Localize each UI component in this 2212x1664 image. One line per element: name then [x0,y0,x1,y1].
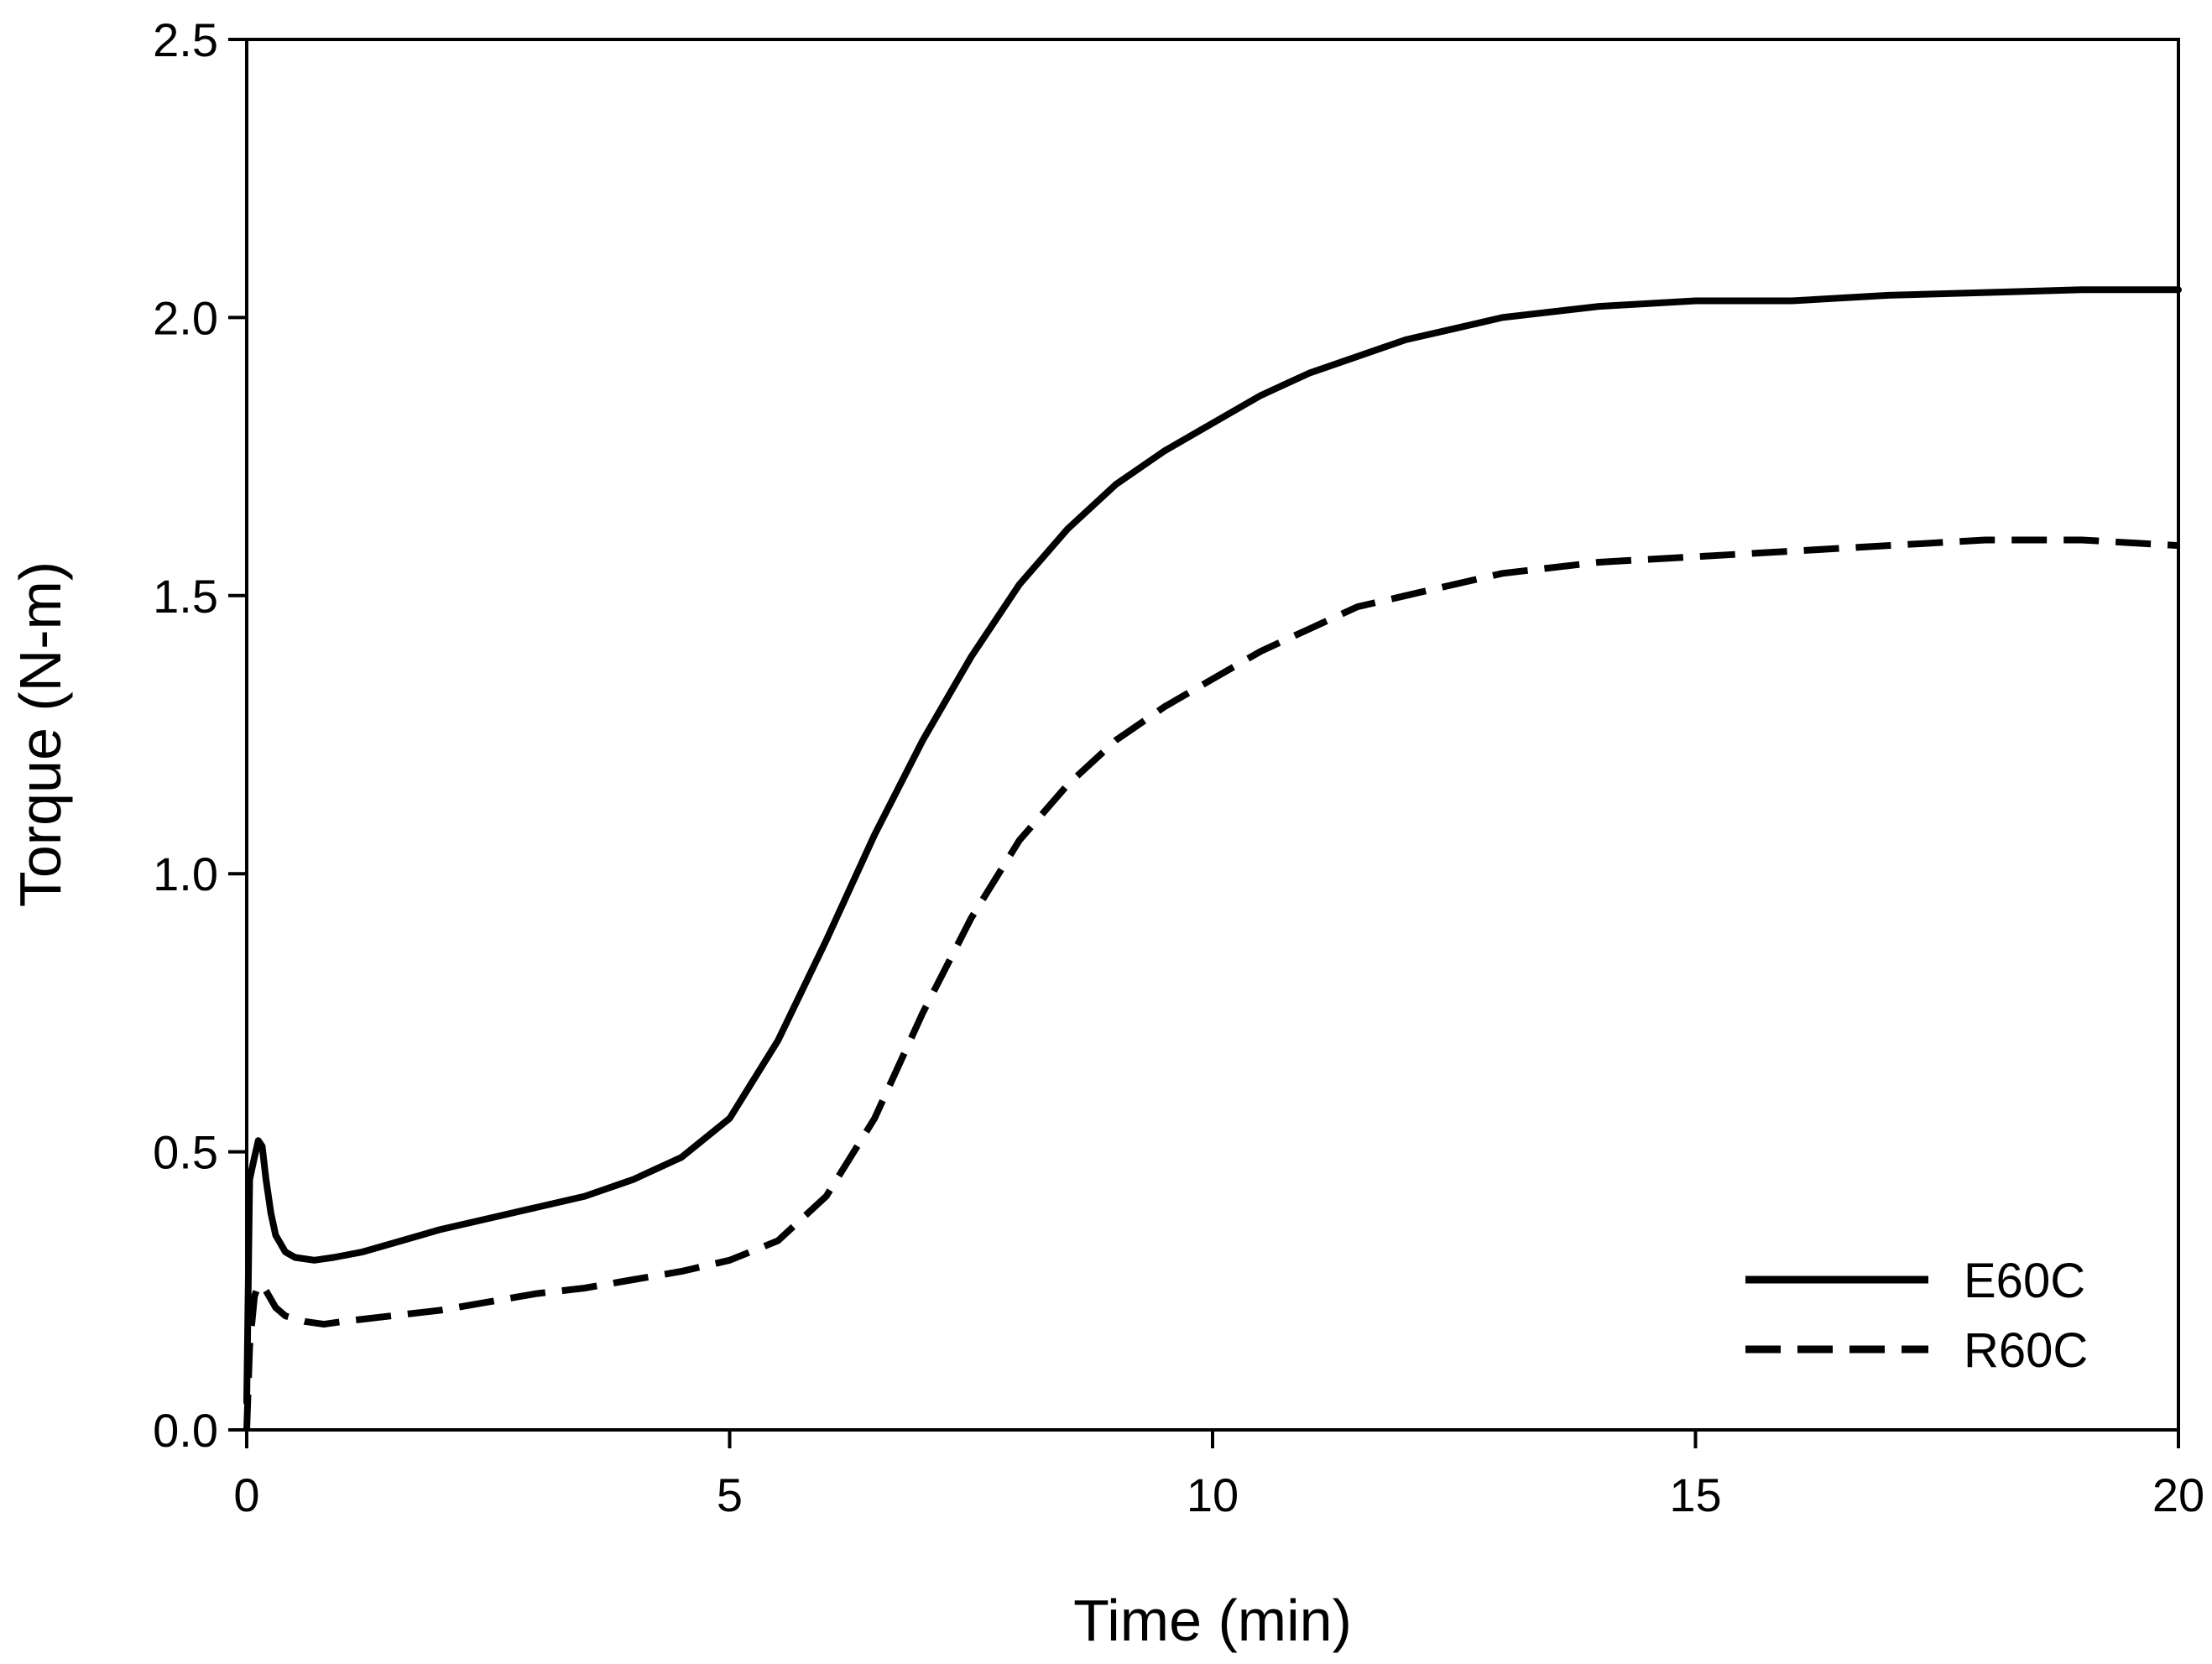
y-tick-label: 0.0 [153,1404,218,1457]
x-tick-label: 20 [2152,1468,2204,1521]
y-tick-label: 0.5 [153,1126,218,1179]
series-line-e60c [243,286,2182,1406]
y-tick-label: 1.0 [153,848,218,900]
y-tick-label: 1.5 [153,570,218,623]
y-tick-label: 2.0 [153,291,218,344]
x-axis-label: Time (min) [1073,1588,1352,1653]
x-tick-label: 0 [233,1468,259,1521]
x-axis-ticks: 0 5 10 15 20 [233,1430,2204,1521]
y-axis-label: Torque (N-m) [8,561,73,907]
legend: E60C R60C [1745,1254,2088,1378]
y-axis-ticks: 0.0 0.5 1.0 1.5 2.0 2.5 [153,13,247,1457]
legend-label-r60c: R60C [1964,1323,2088,1378]
y-tick-label: 2.5 [153,13,218,66]
x-tick-label: 15 [1669,1468,1721,1521]
series-line-r60c [243,536,2179,1431]
plot-frame [245,38,2180,1432]
x-tick-label: 5 [717,1468,743,1521]
legend-label-e60c: E60C [1964,1254,2085,1308]
x-tick-label: 10 [1187,1468,1239,1521]
plot-area [243,286,2182,1431]
